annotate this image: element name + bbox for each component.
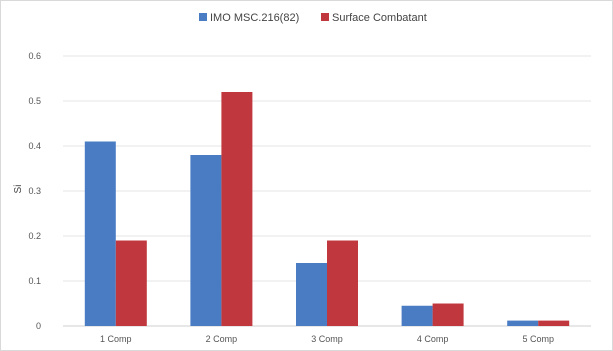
bar-2-4	[432, 303, 464, 326]
legend: IMO MSC.216(82) Surface Combatant	[199, 12, 427, 24]
y-tick-label: 0.2	[28, 231, 41, 241]
bar-1-2	[190, 155, 222, 326]
y-tick-label: 0.6	[28, 51, 41, 61]
legend-swatch-2	[321, 13, 329, 21]
x-tick-label: 2 Comp	[206, 334, 238, 344]
bar-2-2	[221, 92, 253, 326]
y-tick-label: 0	[36, 321, 41, 331]
bar-1-4	[401, 305, 433, 326]
y-axis-ticks: 0 0.1 0.2 0.3 0.4 0.5 0.6	[28, 51, 41, 331]
x-tick-label: 1 Comp	[100, 334, 132, 344]
x-tick-label: 3 Comp	[311, 334, 343, 344]
x-tick-label: 5 Comp	[522, 334, 554, 344]
y-axis-label: Si	[13, 185, 24, 194]
y-tick-label: 0.1	[28, 276, 41, 286]
bars	[84, 92, 570, 326]
bar-2-1	[115, 240, 147, 326]
legend-label-2: Surface Combatant	[332, 12, 427, 24]
bar-1-3	[296, 263, 327, 326]
bar-1-1	[84, 141, 116, 326]
y-tick-label: 0.5	[28, 96, 41, 106]
x-tick-label: 4 Comp	[417, 334, 449, 344]
y-tick-label: 0.3	[28, 186, 41, 196]
bar-2-5	[538, 320, 570, 326]
bar-2-3	[327, 240, 358, 326]
gridlines	[63, 55, 591, 327]
y-tick-label: 0.4	[28, 141, 41, 151]
x-axis-ticks: 1 Comp 2 Comp 3 Comp 4 Comp 5 Comp	[100, 334, 554, 344]
bar-1-5	[507, 320, 539, 326]
legend-label-1: IMO MSC.216(82)	[210, 12, 299, 24]
legend-swatch-1	[199, 13, 207, 21]
